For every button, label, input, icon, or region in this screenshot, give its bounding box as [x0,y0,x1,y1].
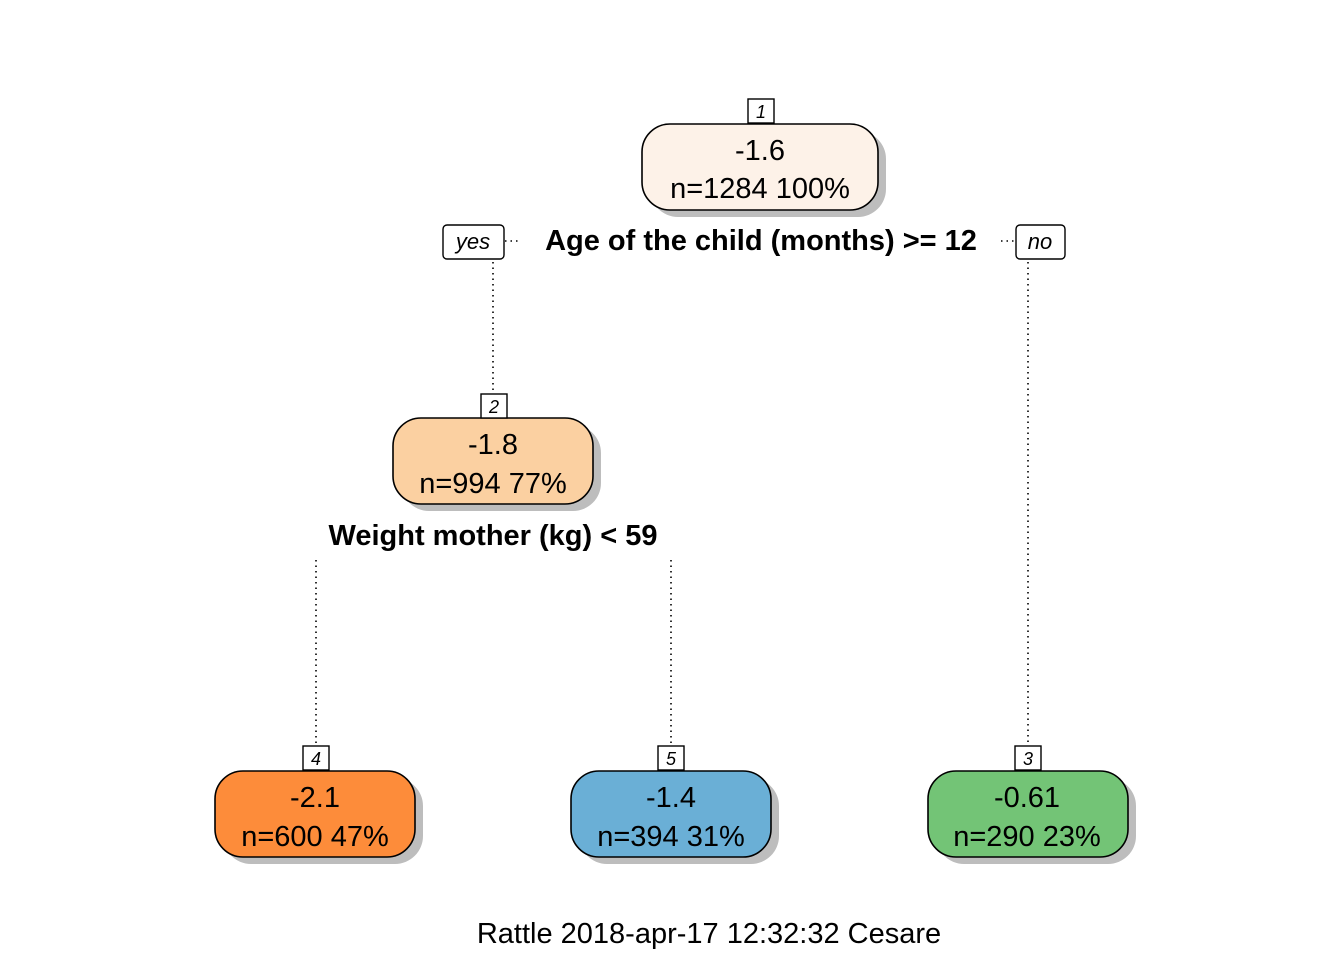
tree-node-1: 1 -1.6 n=1284 100% [641,98,886,217]
tree-node-4: 4 -2.1 n=600 47% [214,745,423,864]
yes-label: yes [454,229,490,254]
node-3-number: 3 [1023,749,1033,769]
node-5-stats: n=394 31% [597,821,745,853]
node-1-number-box [747,98,775,124]
node-5-value: -1.4 [646,782,696,814]
node-3-value: -0.61 [994,782,1060,814]
tree-node-3: 3 -0.61 n=290 23% [927,745,1136,864]
node-5-box [570,770,772,858]
root-split-label: Age of the child (months) >= 12 [545,225,977,257]
node-2-split-label: Weight mother (kg) < 59 [329,520,658,552]
yes-label-box [442,224,505,260]
node-2-value: -1.8 [468,429,518,461]
node-4-number: 4 [311,749,321,769]
node-5-number-box [657,745,685,771]
node-1-value: -1.6 [735,135,785,167]
node-4-value: -2.1 [290,782,340,814]
no-label: no [1028,229,1052,254]
node-4-stats: n=600 47% [241,821,389,853]
node-2-number-box [480,393,508,419]
tree-node-2: 2 -1.8 n=994 77% [392,393,601,511]
tree-node-5: 5 -1.4 n=394 31% [570,745,779,864]
node-1-stats: n=1284 100% [670,173,850,205]
node-4-number-box [302,745,330,771]
node-3-box [927,770,1129,858]
footer-caption: Rattle 2018-apr-17 12:32:32 Cesare [476,918,942,950]
node-2-number: 2 [488,397,499,417]
node-5-number: 5 [666,749,677,769]
node-3-stats: n=290 23% [953,821,1101,853]
node-1-number: 1 [756,102,766,122]
node-3-number-box [1014,745,1042,771]
node-2-stats: n=994 77% [419,468,567,500]
node-1-box [641,123,879,211]
node-4-box [214,770,416,858]
no-label-box [1015,224,1066,260]
